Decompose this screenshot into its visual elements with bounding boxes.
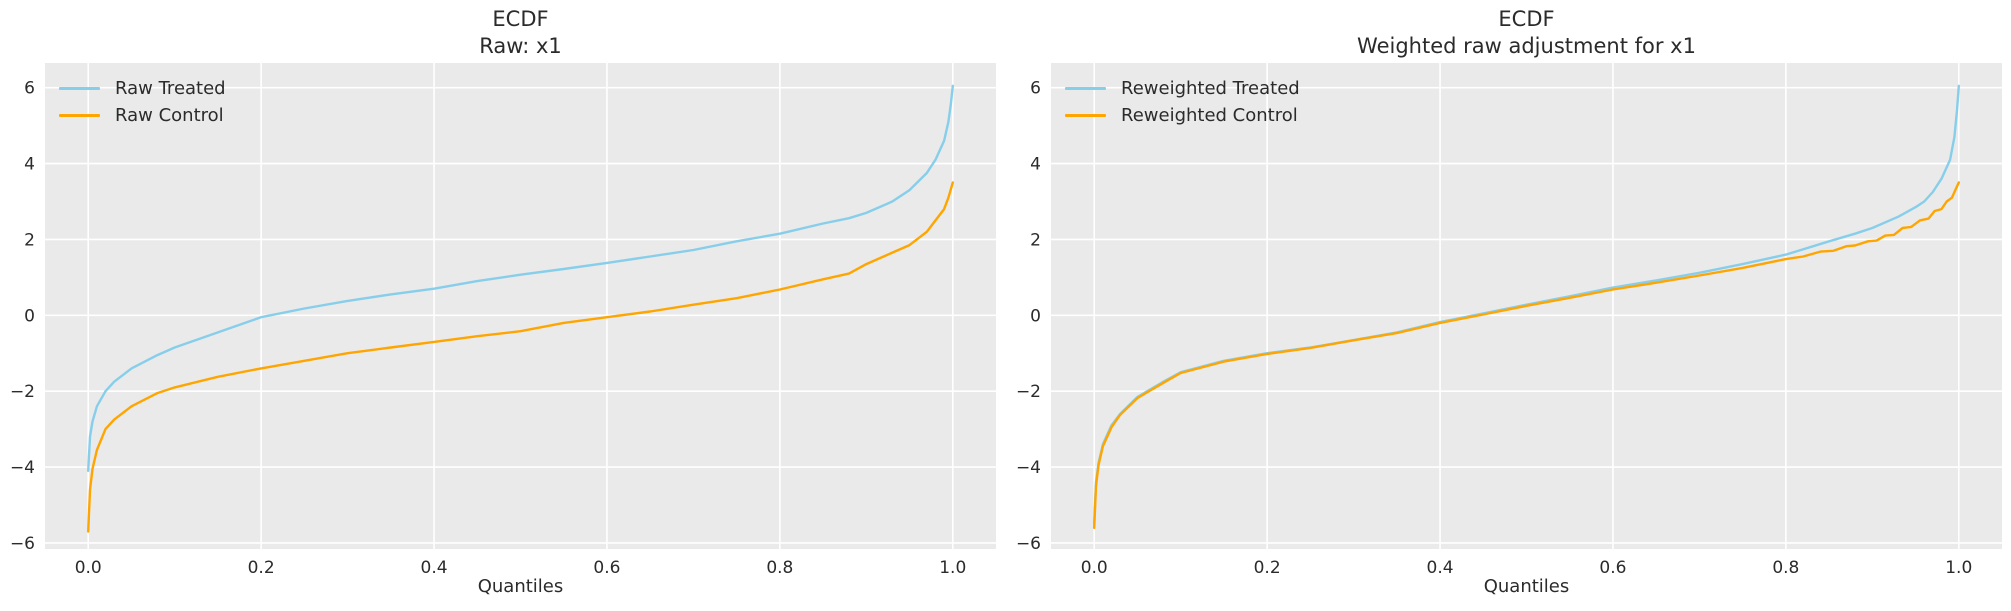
legend-row: Reweighted Treated xyxy=(1065,78,1300,99)
plot-svg-weighted: 0.0 0.2 0.4 0.6 0.8 1.0 6 4 2 0 −2 −4 −6 xyxy=(1016,63,2002,578)
y-tick-label: 2 xyxy=(24,230,35,250)
legend-swatch xyxy=(59,114,100,117)
subtitle-line: Weighted raw adjustment for x1 xyxy=(1357,34,1696,58)
x-tick-label: 0.4 xyxy=(1427,558,1454,578)
x-tick-label: 0.8 xyxy=(766,558,793,578)
legend: Raw Treated Raw Control xyxy=(59,78,226,126)
x-axis-label: Quantiles xyxy=(1483,576,1570,597)
x-axis-label: Quantiles xyxy=(477,576,564,597)
series-line-raw-control xyxy=(87,181,954,533)
legend-label: Raw Control xyxy=(115,105,224,126)
series-line-raw-treated xyxy=(87,84,954,472)
legend-label: Reweighted Control xyxy=(1121,105,1298,126)
x-tick-label: 0.8 xyxy=(1772,558,1799,578)
plot-background xyxy=(45,63,996,549)
legend-swatch xyxy=(1065,114,1106,117)
y-tick-label: −6 xyxy=(1016,534,1041,554)
series-line-reweighted-control xyxy=(1093,181,1960,529)
x-tick-label: 0.2 xyxy=(1254,558,1281,578)
x-tick-label: 0.2 xyxy=(248,558,275,578)
legend-label: Raw Treated xyxy=(115,78,226,99)
legend-row: Raw Treated xyxy=(59,78,226,99)
legend-row: Reweighted Control xyxy=(1065,105,1300,126)
y-tick-label: 4 xyxy=(1030,155,1041,175)
subtitle-line: Raw: x1 xyxy=(479,34,562,58)
title-line: ECDF xyxy=(1498,7,1555,31)
y-tick-label: 6 xyxy=(1030,79,1041,99)
x-tick-label: 0.6 xyxy=(593,558,620,578)
y-tick-label: 6 xyxy=(24,79,35,99)
y-tick-label: 2 xyxy=(1030,230,1041,250)
legend: Reweighted Treated Reweighted Control xyxy=(1065,78,1300,126)
y-tick-label: 4 xyxy=(24,155,35,175)
x-tick-label: 1.0 xyxy=(939,558,966,578)
x-tick-label: 0.0 xyxy=(1081,558,1108,578)
y-tick-label: −6 xyxy=(10,534,35,554)
chart-title: ECDF Weighted raw adjustment for x1 xyxy=(1051,6,2002,60)
y-tick-label: −2 xyxy=(1016,382,1041,402)
legend-swatch xyxy=(59,87,100,90)
x-tick-label: 0.6 xyxy=(1599,558,1626,578)
chart-title: ECDF Raw: x1 xyxy=(45,6,996,60)
y-tick-label: −4 xyxy=(1016,458,1041,478)
title-line: ECDF xyxy=(492,7,549,31)
legend-row: Raw Control xyxy=(59,105,226,126)
y-tick-label: −4 xyxy=(10,458,35,478)
x-tick-label: 0.4 xyxy=(421,558,448,578)
plot-svg-raw: 0.0 0.2 0.4 0.6 0.8 1.0 6 4 2 0 −2 −4 −6 xyxy=(10,63,996,578)
y-tick-label: −2 xyxy=(10,382,35,402)
y-tick-label: 0 xyxy=(1030,306,1041,326)
x-tick-label: 0.0 xyxy=(75,558,102,578)
x-tick-label: 1.0 xyxy=(1945,558,1972,578)
legend-label: Reweighted Treated xyxy=(1121,78,1300,99)
legend-swatch xyxy=(1065,87,1106,90)
chart-weighted: 0.0 0.2 0.4 0.6 0.8 1.0 6 4 2 0 −2 −4 −6 ECDF Weight… xyxy=(1006,0,2011,611)
y-tick-label: 0 xyxy=(24,306,35,326)
chart-raw: 0.0 0.2 0.4 0.6 0.8 1.0 6 4 2 0 −2 −4 −6 ECDF Raw: x… xyxy=(0,0,1005,611)
